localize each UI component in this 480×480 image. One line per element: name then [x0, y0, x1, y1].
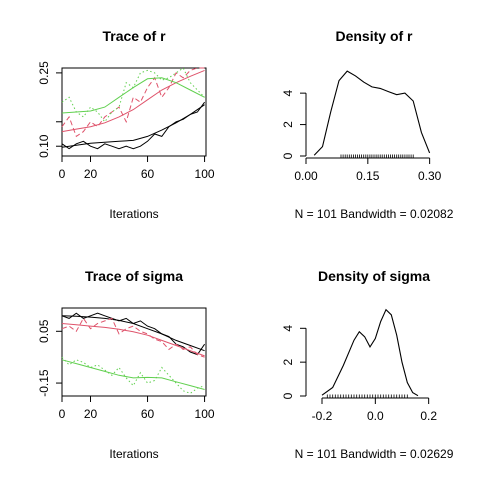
- panel-trace-sigma: Trace of sigma 0 20 60 100 -0.15 0.05 Iterati…: [37, 268, 215, 461]
- x-axis-label: N = 101 Bandwidth = 0.02629: [295, 447, 454, 461]
- x-tick-label: 20: [84, 407, 98, 421]
- x-tick-label: 100: [195, 167, 215, 181]
- series-line-smooth: [61, 69, 205, 133]
- panel-trace-r: Trace of r 0 20 60 100 0.10 0.25 Iterations: [37, 28, 215, 221]
- y-tick-label: 4: [281, 325, 295, 332]
- panel-title: Trace of r: [102, 28, 166, 44]
- series-line-trace: [61, 67, 205, 138]
- y-tick-label: 2: [281, 121, 295, 128]
- y-tick-label: -0.15: [37, 369, 51, 397]
- x-tick-label: 0.00: [294, 169, 318, 183]
- series-line-smooth: [61, 77, 205, 114]
- y-tick-label: 0: [281, 392, 295, 399]
- x-tick-label: 60: [141, 167, 155, 181]
- plot-marks: 0 20 60 100 -0.15 0.05: [37, 312, 215, 421]
- series-line-smooth: [61, 359, 205, 390]
- panel-title: Density of r: [335, 28, 413, 44]
- x-tick-label: 60: [141, 407, 155, 421]
- y-tick-label: 0.05: [37, 319, 51, 343]
- series-line-trace: [61, 67, 205, 123]
- panel-density-sigma: Density of sigma -0.2 0.0 0.2 0 2 4 N = 101 B…: [281, 268, 454, 461]
- x-axis-label: N = 101 Bandwidth = 0.02082: [295, 207, 454, 221]
- x-axis-label: Iterations: [109, 207, 158, 221]
- plot-marks: 0 20 60 100 0.10 0.25: [37, 61, 215, 181]
- y-tick-label: 0.25: [37, 61, 51, 85]
- x-tick-label: 0: [59, 407, 66, 421]
- x-tick-label: -0.2: [312, 409, 333, 423]
- x-tick-label: 0.2: [420, 409, 437, 423]
- panel-title: Density of sigma: [318, 268, 430, 284]
- x-tick-label: 100: [195, 407, 215, 421]
- series-line-density: [313, 70, 431, 156]
- series-line-smooth: [61, 104, 205, 148]
- x-tick-label: 20: [84, 167, 98, 181]
- plot-frame: [61, 307, 207, 397]
- series-line-smooth: [61, 323, 205, 357]
- series-line-smooth: [61, 315, 205, 352]
- plot-marks: -0.2 0.0 0.2 0 2 4: [281, 308, 437, 423]
- plot-frame: [61, 67, 207, 157]
- series-line-trace: [61, 356, 205, 394]
- x-tick-label: 0.0: [367, 409, 384, 423]
- y-tick-label: 0: [281, 152, 295, 159]
- x-tick-label: 0.15: [356, 169, 380, 183]
- x-tick-label: 0.30: [418, 169, 442, 183]
- panel-density-r: Density of r 0.00 0.15 0.30 0 2 4 N = 101 Ban…: [281, 28, 454, 221]
- y-tick-label: 2: [281, 358, 295, 365]
- plot-marks: 0.00 0.15 0.30 0 2 4: [281, 70, 442, 183]
- x-axis-label: Iterations: [109, 447, 158, 461]
- y-tick-label: 0.10: [37, 134, 51, 158]
- series-line-trace: [61, 317, 205, 358]
- panel-title: Trace of sigma: [85, 268, 183, 284]
- y-tick-label: 4: [281, 89, 295, 96]
- series-line-density: [321, 308, 419, 397]
- x-tick-label: 0: [59, 167, 66, 181]
